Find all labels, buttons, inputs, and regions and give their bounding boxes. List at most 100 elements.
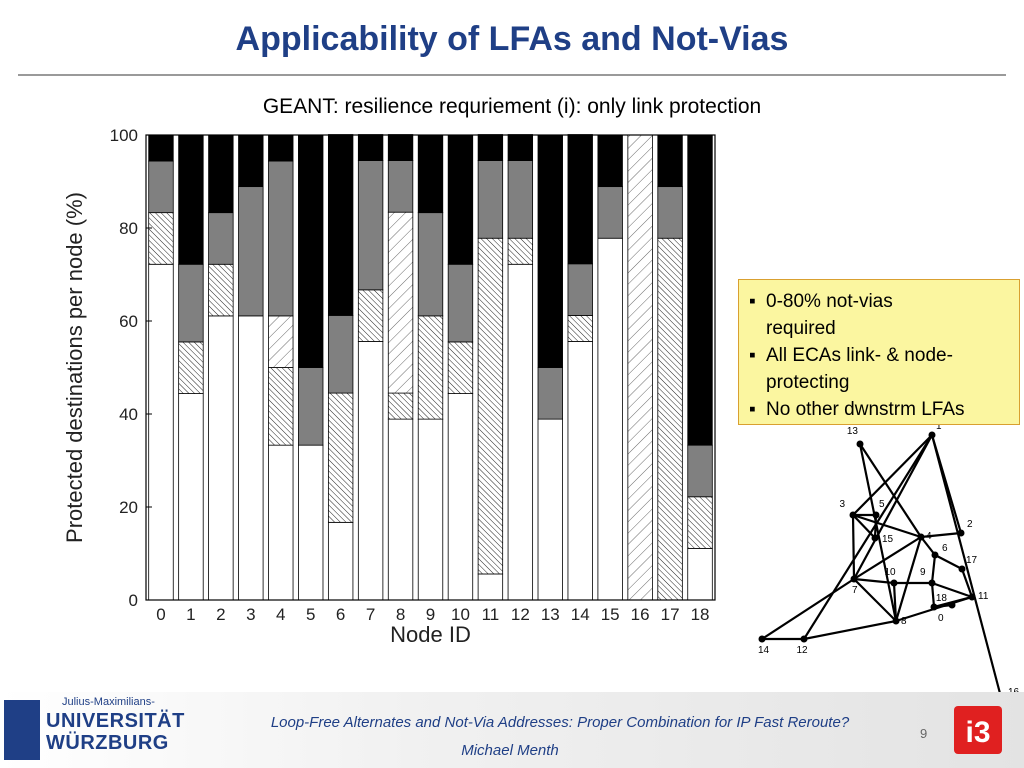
topology-link-4-8 — [894, 536, 923, 622]
topology-node-label: 7 — [852, 585, 858, 596]
topology-node-14 — [758, 635, 766, 643]
svg-text:i3: i3 — [965, 716, 990, 749]
bar-segment-node13-s3 — [537, 367, 563, 420]
bar-segment-node0-s3 — [148, 160, 174, 214]
topology-node-17 — [958, 565, 966, 573]
topology-link-1-7 — [853, 434, 933, 580]
footer-band — [0, 692, 1024, 768]
bar-segment-node10-s4 — [447, 134, 474, 265]
footer-author: Michael Menth — [461, 742, 559, 759]
bar-segment-node1-s4 — [178, 134, 204, 265]
topology-node-label: 18 — [936, 593, 948, 604]
topology-node-label: 2 — [967, 519, 973, 530]
topology-link-4-6 — [920, 536, 936, 556]
bar-segment-node10-s1 — [447, 341, 474, 394]
bar-segment-node12-s1 — [507, 237, 534, 265]
bar-segment-node1-s1 — [178, 341, 204, 394]
bar-segment-node13-s4 — [537, 134, 563, 368]
bar-segment-node10-s3 — [447, 263, 474, 343]
bar-segment-node17-s1 — [657, 237, 683, 601]
y-tick-label: 0 — [129, 591, 138, 610]
bar-segment-node14-s1 — [567, 315, 593, 342]
y-tick-label: 40 — [119, 405, 138, 424]
bar-segment-node15-s0 — [597, 237, 623, 601]
topology-link-4-7 — [853, 536, 922, 580]
bar-segment-node18-s0 — [687, 547, 713, 601]
bar-segment-node8-s1 — [387, 392, 414, 420]
topology-node-label: 14 — [758, 645, 770, 656]
x-tick-label: 4 — [276, 605, 285, 624]
x-tick-label: 1 — [186, 605, 195, 624]
bar-segment-node17-s3 — [657, 186, 683, 239]
footer-paper-title: Loop-Free Alternates and Not-Via Address… — [270, 714, 850, 731]
bar-segment-node15-s3 — [597, 186, 623, 239]
bar-segment-node14-s3 — [567, 263, 593, 316]
topology-link-1-12 — [803, 434, 933, 640]
y-tick-label: 100 — [110, 126, 138, 145]
bar-segment-node12-s4 — [507, 134, 534, 161]
topology-node-label: 13 — [847, 426, 859, 437]
bar-segment-node7-s4 — [357, 134, 384, 161]
bar-segment-node15-s4 — [597, 134, 623, 188]
topology-node-label: 8 — [901, 616, 907, 627]
bar-segment-node11-s1 — [477, 237, 504, 575]
topology-node-8 — [892, 617, 900, 625]
university-logo-top: Julius-Maximilians- — [62, 696, 155, 708]
bar-segment-node7-s0 — [357, 341, 384, 601]
topology-node-2 — [957, 529, 965, 537]
topology-node-5 — [872, 511, 880, 519]
bar-segment-node4-s1 — [268, 367, 294, 446]
bar-segment-node4-s4 — [268, 134, 294, 162]
topology-node-label: 0 — [938, 613, 944, 624]
bar-segment-node0-s4 — [148, 134, 174, 162]
topology-link-1-3 — [852, 434, 933, 516]
x-tick-label: 0 — [156, 605, 165, 624]
bar-segment-node2-s0 — [208, 315, 234, 601]
bar-segment-node9-s0 — [417, 418, 444, 601]
topology-link-3-4 — [852, 513, 922, 539]
x-tick-label: 12 — [511, 605, 530, 624]
topology-node-13 — [856, 440, 864, 448]
bar-segment-node0-s1 — [148, 212, 174, 265]
bar-segment-node6-s3 — [327, 315, 354, 394]
bar-segment-node18-s3 — [687, 444, 713, 498]
topology-link-1-16 — [930, 434, 1004, 702]
topology-link-3-7 — [851, 514, 856, 580]
topology-node-label: 12 — [796, 645, 808, 656]
bar-segment-node5-s4 — [298, 134, 324, 368]
bar-segment-node7-s1 — [357, 289, 384, 342]
bar-segment-node14-s4 — [567, 134, 593, 265]
bar-segment-node4-s3 — [268, 160, 294, 317]
bar-segment-node12-s3 — [507, 160, 534, 239]
bar-segment-node18-s4 — [687, 134, 713, 446]
bar-segment-node3-s3 — [238, 186, 264, 317]
bar-segment-node1-s3 — [178, 263, 204, 343]
bar-segment-node6-s1 — [327, 392, 354, 523]
y-axis-label: Protected destinations per node (%) — [62, 192, 87, 543]
bar-segment-node3-s4 — [238, 134, 264, 188]
x-tick-label: 8 — [396, 605, 405, 624]
topology-link-14-7 — [761, 578, 855, 640]
topology-node-11 — [968, 593, 976, 601]
topology-link-9-0 — [930, 582, 936, 608]
bars-group — [148, 134, 713, 601]
bar-segment-node5-s3 — [298, 367, 324, 446]
topology-node-12 — [800, 635, 808, 643]
x-tick-label: 14 — [571, 605, 590, 624]
notes-box: ▪ 0-80% not-vias required ▪ All ECAs link-… — [738, 279, 1020, 425]
topology-node-4 — [917, 533, 925, 541]
bar-segment-node6-s4 — [327, 134, 354, 316]
note-line-5: ▪ No other dwnstrm LFAs — [749, 399, 965, 420]
bar-segment-node14-s0 — [567, 341, 593, 601]
bar-segment-node8-s3 — [387, 160, 414, 213]
topology-node-3 — [849, 511, 857, 519]
bar-segment-node9-s1 — [417, 315, 444, 420]
topology-node-6 — [931, 551, 939, 559]
bar-segment-node2-s3 — [208, 212, 234, 265]
x-tick-label: 16 — [631, 605, 650, 624]
note-line-4: protecting — [766, 372, 850, 393]
topology-node-label: 15 — [882, 534, 894, 545]
topology-link-7-10 — [853, 577, 895, 585]
